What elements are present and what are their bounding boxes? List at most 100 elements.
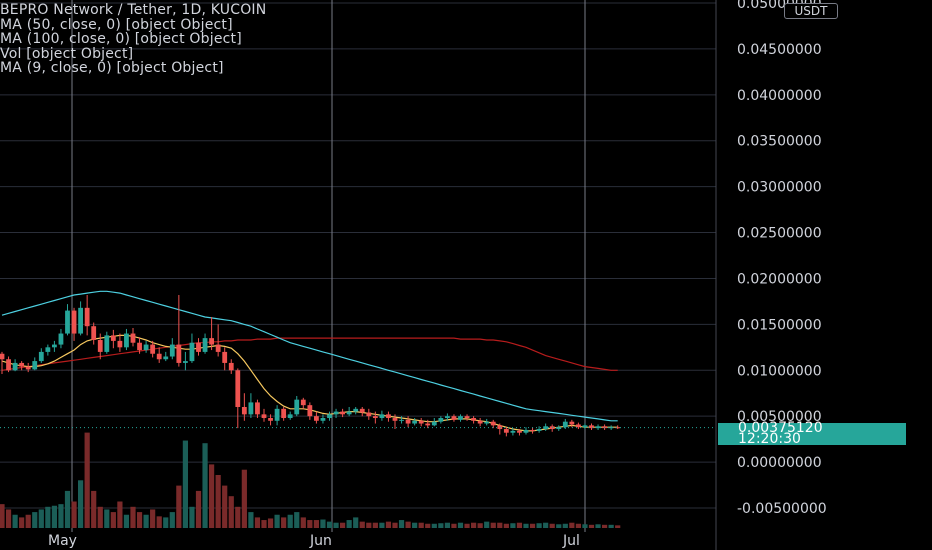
price-tick-label: 0.02000000 — [737, 271, 822, 287]
volume-bar — [412, 522, 418, 528]
volume-bar — [529, 523, 536, 528]
volume-bar — [189, 506, 195, 528]
volume-bar — [484, 521, 490, 528]
volume-bar — [123, 514, 130, 528]
volume-bar — [104, 509, 110, 528]
volume-bar — [608, 524, 614, 528]
candle-body — [510, 430, 516, 433]
candle-body — [143, 344, 149, 351]
volume-bar — [274, 514, 280, 528]
candle-body — [327, 414, 332, 419]
last-price-value: 0.00375120 — [738, 420, 823, 436]
volume-bar — [471, 522, 477, 528]
volume-bar — [182, 440, 188, 528]
candle-body — [346, 411, 352, 415]
candle-body — [353, 408, 359, 412]
volume-bar — [366, 522, 372, 528]
volume-bar — [58, 504, 64, 528]
volume-bar — [346, 520, 352, 528]
chart-legend: BEPRO Network / Tether, 1D, KUCOIN MA (5… — [0, 3, 266, 76]
volume-bar — [117, 501, 123, 528]
volume-bar — [209, 464, 215, 528]
candle-body — [477, 420, 483, 424]
candle-body — [497, 425, 503, 430]
legend-ma100[interactable]: MA (100, close, 0) [object Object] — [0, 31, 242, 47]
volume-bar — [38, 509, 44, 528]
candle-body — [25, 366, 31, 370]
chart-grid — [0, 2, 716, 509]
volume-bar — [19, 517, 25, 528]
candle-body — [562, 421, 568, 428]
candle-body — [372, 416, 378, 419]
ma50-path — [1, 290, 618, 422]
price-tick-label: 0.00000000 — [737, 455, 822, 471]
candle-body — [523, 429, 529, 433]
candle-body — [78, 307, 83, 334]
candle-body — [386, 414, 391, 419]
legend-ma9[interactable]: MA (9, close, 0) [object Object] — [0, 60, 224, 76]
candle-body — [0, 353, 5, 360]
price-tick-label: 0.01500000 — [737, 317, 822, 333]
volume-bar — [110, 512, 116, 528]
price-axis: 0.050000000.045000000.040000000.03500000… — [737, 0, 827, 517]
volume-bar — [248, 512, 254, 528]
volume-bar — [215, 475, 221, 528]
candle-body — [536, 429, 542, 431]
volume-bar — [477, 523, 483, 528]
candle-body — [582, 425, 588, 428]
volume-bar — [163, 517, 169, 528]
candle-body — [569, 421, 575, 425]
candle-body — [300, 399, 306, 406]
volume-bar — [326, 521, 333, 528]
time-axis: May Jun Jul — [48, 533, 580, 549]
candle-body — [399, 419, 404, 421]
last-price-label: 0.00375120 12:20:30 — [718, 420, 906, 447]
candle-body — [176, 344, 182, 363]
price-tick-label: 0.03000000 — [737, 180, 822, 196]
volume-bar — [97, 506, 103, 528]
volume-bar — [287, 514, 293, 528]
volume-bar — [405, 521, 411, 528]
volume-bar — [615, 525, 621, 528]
price-tick-label: 0.04500000 — [737, 42, 822, 58]
candle-body — [150, 344, 156, 354]
volume-bar — [588, 524, 595, 528]
volume-bar — [497, 522, 503, 528]
volume-bar — [32, 512, 38, 528]
legend-ma50[interactable]: MA (50, close, 0) [object Object] — [0, 16, 233, 33]
candle-body — [333, 411, 339, 415]
candle-body — [445, 416, 450, 419]
candle-body — [294, 399, 300, 415]
candle-body — [320, 418, 326, 421]
price-tick-label: 0.02500000 — [737, 226, 822, 242]
volume-bar — [543, 522, 549, 528]
candle-body — [392, 418, 398, 421]
price-tick-label: -0.00500000 — [737, 501, 827, 517]
candle-body — [183, 361, 188, 363]
candle-body — [490, 421, 496, 426]
volume-bar — [84, 432, 90, 528]
candle-body — [268, 418, 273, 421]
volume-bar — [602, 524, 608, 528]
candle-body — [314, 416, 319, 421]
volume-bar — [91, 490, 97, 528]
candle-body — [261, 414, 267, 419]
candle-body — [189, 342, 195, 362]
ma100-line — [1, 337, 618, 371]
candle-body — [97, 339, 103, 352]
volume-bar — [431, 523, 437, 528]
candle-body — [281, 408, 287, 419]
candle-body — [222, 351, 228, 363]
volume-bar — [575, 523, 581, 528]
volume-bar — [398, 520, 405, 528]
candle-body — [615, 427, 621, 429]
legend-title[interactable]: BEPRO Network / Tether, 1D, KUCOIN — [0, 2, 267, 18]
currency-button[interactable]: USDT — [784, 3, 838, 19]
legend-volume[interactable]: Vol [object Object] — [0, 45, 134, 62]
bar-countdown: 12:20:30 — [738, 431, 801, 447]
volume-bar — [457, 522, 464, 528]
volume-bar — [156, 516, 162, 528]
candle-body — [71, 310, 77, 334]
volume-bar — [5, 509, 12, 528]
